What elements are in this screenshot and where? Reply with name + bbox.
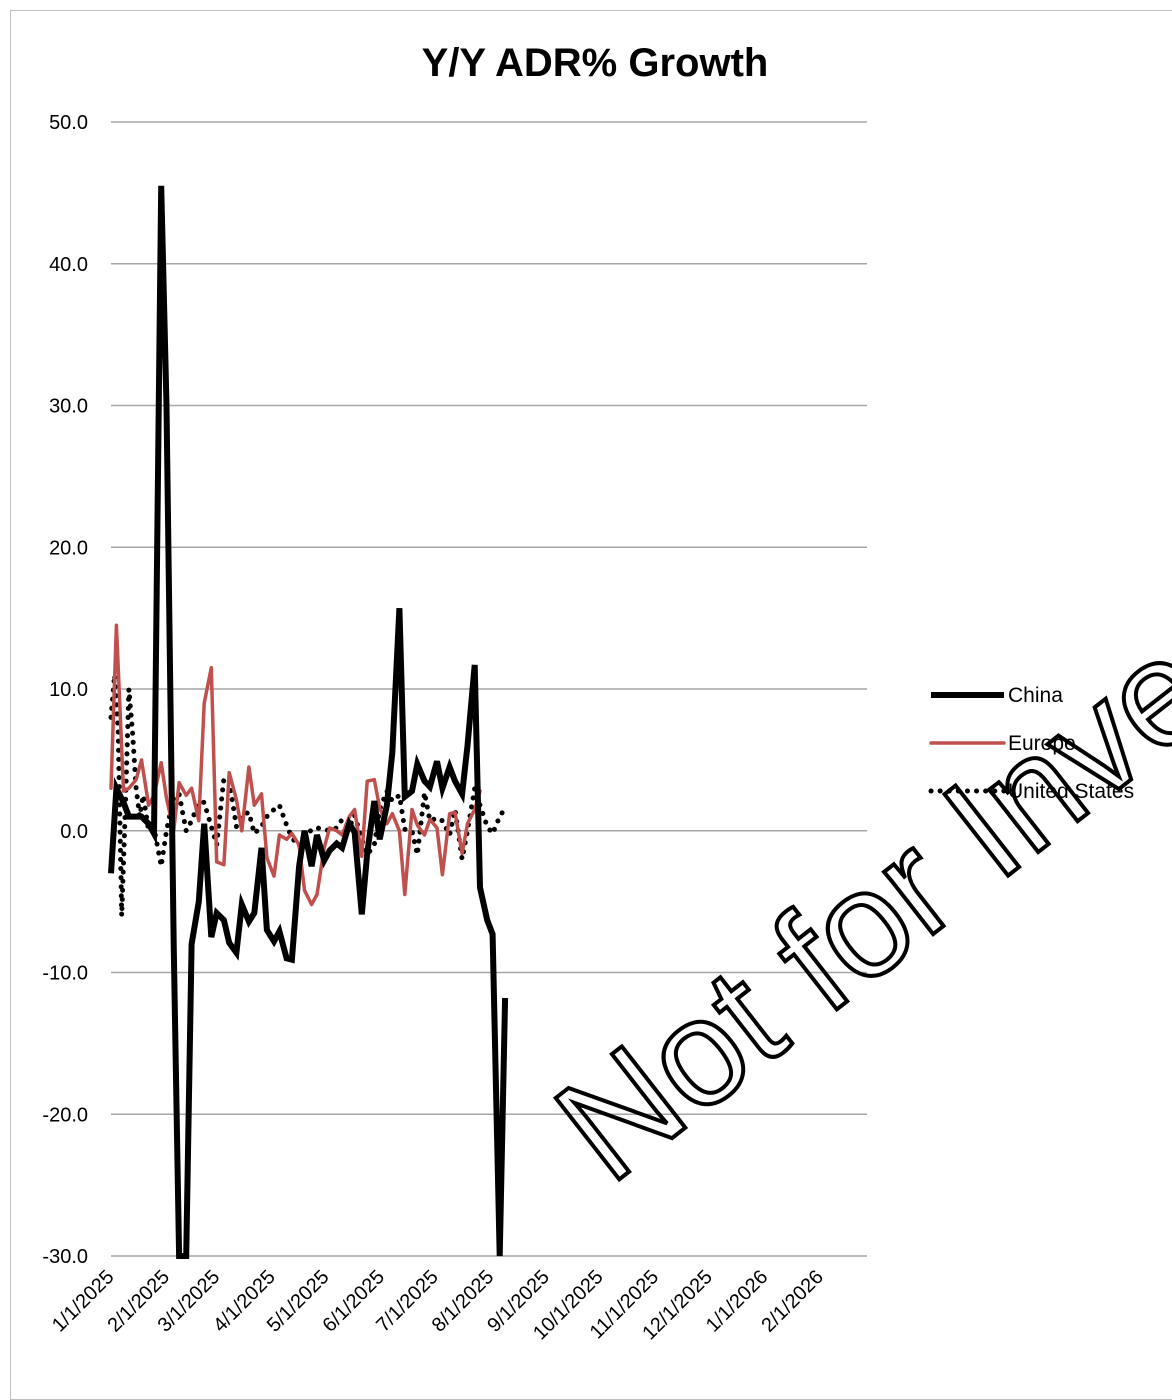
y-tick-label: -30.0 xyxy=(42,1246,88,1268)
legend-label: China xyxy=(1008,684,1063,707)
y-axis-tick-labels: 50.0 40.0 30.0 20.0 10.0 0.0 -10.0 -20.0 -30.0 xyxy=(42,112,88,1268)
series-line-europe xyxy=(109,623,482,907)
y-tick-label: 50.0 xyxy=(49,112,88,134)
y-tick-label: -20.0 xyxy=(42,1104,88,1126)
chart-title: Y/Y ADR% Growth xyxy=(422,41,769,85)
y-tick-label: -10.0 xyxy=(42,963,88,985)
legend-label: United States xyxy=(1008,780,1134,803)
y-tick-label: 20.0 xyxy=(49,537,88,559)
x-axis-tick-labels: 1/1/20252/1/20253/1/20254/1/20255/1/2025… xyxy=(48,1266,828,1344)
y-tick-label: 0.0 xyxy=(60,821,88,843)
legend: China Europe United States xyxy=(928,684,1134,803)
y-tick-label: 10.0 xyxy=(49,679,88,701)
legend-label: Europe xyxy=(1008,732,1076,755)
series-line-china xyxy=(108,185,509,1259)
y-tick-label: 30.0 xyxy=(49,396,88,418)
x-tick-label: 2/1/2026 xyxy=(757,1266,828,1337)
y-tick-label: 40.0 xyxy=(49,254,88,276)
watermark-text: Not for Investment Purposes xyxy=(526,0,1172,1212)
series-lines xyxy=(108,185,509,1259)
gridlines xyxy=(111,121,867,1257)
